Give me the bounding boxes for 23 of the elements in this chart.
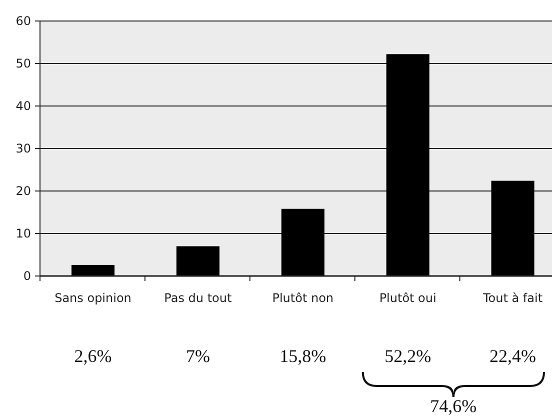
- data-label: 15,8%: [280, 346, 326, 366]
- bar: [281, 208, 324, 276]
- y-tick-label: 20: [16, 184, 31, 198]
- text: 74,6%: [430, 396, 477, 416]
- bar: [176, 246, 220, 276]
- x-tick-label: Sans opinion: [54, 291, 132, 305]
- data-label: 2,6%: [74, 346, 112, 366]
- x-tick-label: Plutôt oui: [379, 291, 436, 305]
- data-label: 52,2%: [384, 346, 432, 366]
- data-label: 22,4%: [490, 346, 536, 366]
- y-tick-label: 10: [16, 226, 31, 241]
- y-tick-label: 0: [23, 269, 31, 284]
- data-label: 7%: [186, 346, 210, 366]
- y-tick-label: 50: [16, 56, 31, 71]
- x-tick-label: Plutôt non: [272, 291, 334, 305]
- bar: [491, 180, 534, 276]
- x-tick-label: Pas du tout: [164, 291, 232, 305]
- bar: [386, 54, 430, 276]
- y-tick-label: 40: [16, 99, 31, 114]
- y-tick-label: 60: [16, 14, 31, 28]
- x-tick-label: Tout à fait: [482, 291, 543, 305]
- bar: [71, 264, 115, 276]
- y-tick-label: 30: [16, 142, 31, 156]
